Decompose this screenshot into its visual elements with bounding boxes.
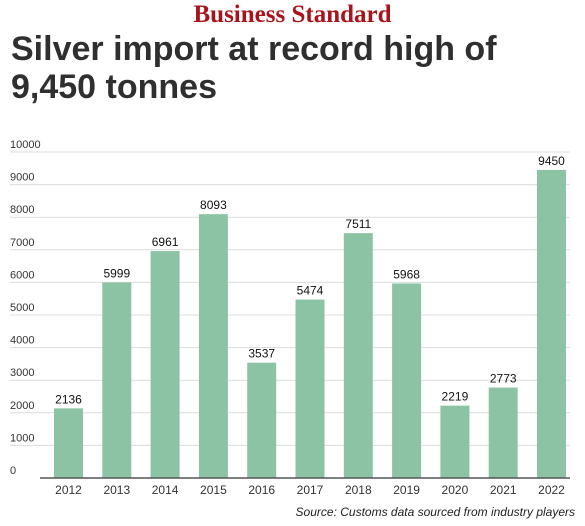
x-tick-label: 2022 [538, 483, 565, 497]
data-label: 5474 [297, 284, 324, 298]
x-tick-label: 2021 [490, 483, 517, 497]
bar-2017 [295, 299, 325, 478]
data-label: 2219 [442, 390, 469, 404]
y-tick-label: 0 [10, 465, 16, 477]
y-tick-label: 3000 [10, 367, 34, 379]
bar-2012 [54, 408, 83, 478]
data-label: 7511 [345, 217, 371, 231]
data-label: 5999 [103, 266, 130, 280]
y-tick-label: 6000 [10, 269, 34, 281]
y-tick-label: 8000 [10, 204, 34, 216]
bars [54, 169, 566, 478]
data-label: 9450 [538, 154, 565, 168]
x-tick-label: 2020 [442, 483, 469, 497]
x-tick-label: 2012 [55, 483, 82, 497]
data-label: 6961 [152, 235, 179, 249]
x-tick-label: 2016 [248, 483, 275, 497]
bar-2018 [343, 233, 373, 478]
x-tick-label: 2014 [152, 483, 179, 497]
gridlines [10, 151, 570, 446]
x-tick-label: 2019 [393, 483, 420, 497]
brand-logo: Business Standard [193, 1, 392, 28]
bar-2013 [102, 282, 132, 478]
y-tick-label: 7000 [10, 237, 34, 249]
y-tick-label: 9000 [10, 172, 34, 184]
bar-2015 [198, 214, 228, 478]
x-tick-label: 2013 [103, 483, 130, 497]
data-label: 8093 [200, 198, 227, 212]
y-axis-tick-labels: 0 1000 2000 3000 4000 5000 6000 7000 8000 9000 100… [10, 139, 41, 477]
x-tick-label: 2015 [200, 483, 227, 497]
data-labels: 2136 5999 6961 8093 3537 5474 7511 5968 2219 2773… [55, 154, 565, 406]
y-tick-label: 4000 [10, 335, 34, 347]
chart-title: Silver import at record high of 9,450 to… [11, 30, 497, 106]
data-label: 2136 [55, 392, 82, 406]
bar-2020 [440, 405, 470, 478]
source-note: Source: Customs data sourced from indust… [295, 505, 575, 519]
y-tick-label: 10000 [10, 139, 41, 151]
data-label: 3537 [248, 347, 275, 361]
y-tick-label: 2000 [10, 400, 34, 412]
y-tick-label: 5000 [10, 302, 34, 314]
x-tick-label: 2017 [297, 483, 324, 497]
bar-2022 [537, 169, 566, 478]
bar-2014 [150, 251, 180, 478]
y-tick-label: 1000 [10, 432, 34, 444]
x-tick-label: 2018 [345, 483, 372, 497]
bar-2019 [392, 283, 422, 478]
bar-2016 [247, 362, 277, 478]
data-label: 2773 [490, 372, 517, 386]
bar-2021 [488, 387, 518, 478]
data-label: 5968 [393, 267, 420, 281]
x-axis-tick-labels: 2012 2013 2014 2015 2016 2017 2018 2019 2020 2021… [55, 483, 565, 497]
